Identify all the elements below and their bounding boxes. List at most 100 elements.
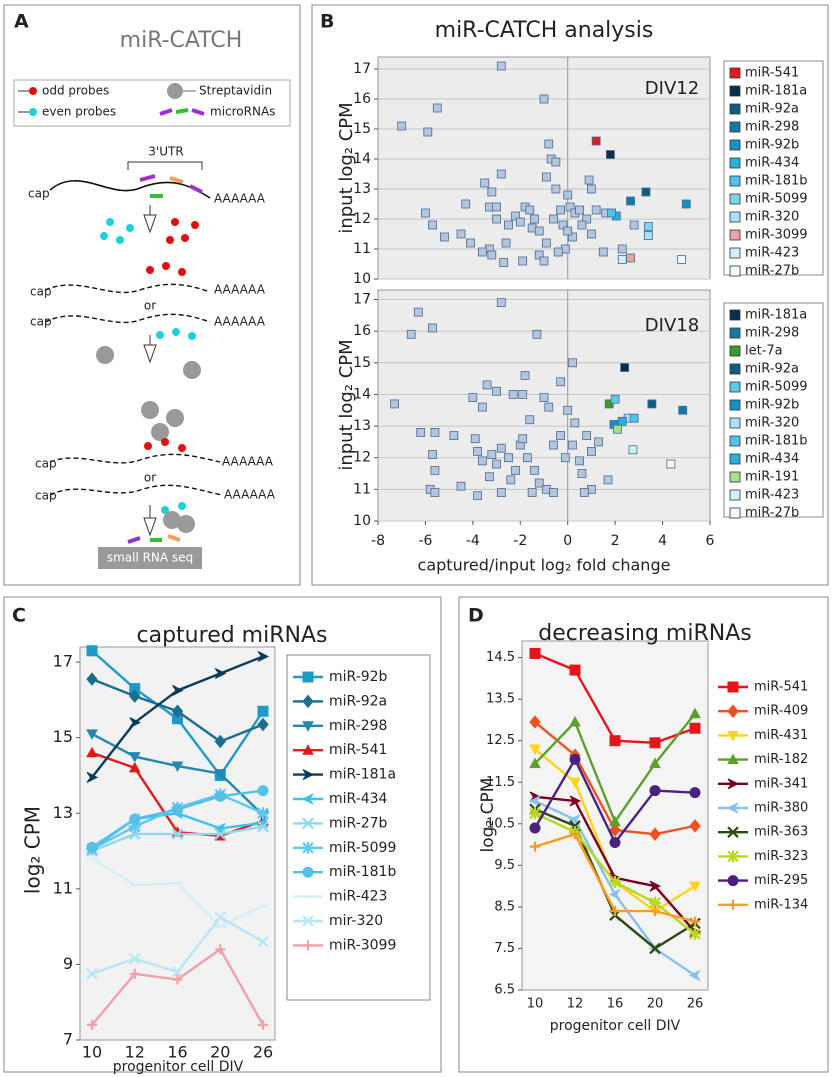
legend-box [723, 60, 824, 276]
marker [649, 880, 662, 892]
x-tick-label: 10 [82, 1043, 102, 1062]
legend-text: microRNAs [210, 105, 275, 119]
panel-label: C [12, 605, 26, 627]
mirna [189, 184, 203, 194]
point [523, 453, 532, 463]
diagram-legend [13, 79, 291, 127]
marker [727, 730, 739, 742]
point [551, 157, 561, 167]
legend-label: miR-92a [745, 362, 799, 377]
marker [172, 685, 184, 696]
point [556, 377, 565, 387]
chart-title: decreasing miRNAs [538, 621, 751, 646]
marker [257, 820, 269, 833]
marker [129, 813, 141, 825]
point [579, 488, 589, 497]
marker [609, 823, 621, 837]
marker [689, 707, 701, 719]
point [496, 488, 506, 497]
marker [128, 761, 141, 773]
y-tick-label: 13.5 [486, 692, 515, 707]
legend-swatch [729, 175, 741, 187]
legend-label: miR-92b [745, 138, 799, 153]
point [647, 399, 657, 409]
x-tick-label: -2 [513, 533, 527, 549]
legend-swatch [729, 67, 741, 79]
marker [688, 970, 701, 981]
marker [649, 827, 661, 841]
y-tick-label: 17 [53, 652, 73, 671]
point [406, 329, 416, 339]
marker [86, 746, 98, 758]
legend-swatch [729, 417, 741, 429]
marker [727, 850, 739, 863]
cap-label: cap [35, 489, 57, 503]
legend-label: miR-181b [329, 864, 396, 880]
point [563, 190, 573, 200]
legend-swatch [729, 309, 741, 321]
legend-label: miR-27b [745, 264, 799, 279]
point [558, 220, 568, 230]
legend-swatch [729, 363, 741, 375]
point [504, 220, 513, 230]
legend-swatch [729, 471, 741, 483]
point [499, 258, 509, 267]
point [461, 199, 471, 209]
point [496, 443, 506, 453]
point [496, 298, 506, 308]
y-tick-label: 11 [353, 481, 371, 497]
legend-swatch [729, 327, 741, 339]
marker [689, 722, 701, 734]
legend-label: miR-3099 [329, 937, 396, 953]
x-tick-label: 4 [658, 533, 667, 549]
y-tick-label: 9.5 [494, 858, 515, 873]
marker [529, 715, 541, 729]
y-tick-label: 6.5 [494, 983, 515, 998]
legend-label: miR-363 [754, 825, 808, 840]
point [641, 187, 651, 197]
y-tick-label: 13 [353, 418, 371, 434]
x-tick-label: 26 [253, 1043, 273, 1062]
legend-label: miR-409 [754, 704, 808, 719]
legend-swatch [729, 193, 741, 205]
marker [689, 819, 701, 833]
x-tick-label: 2 [611, 533, 620, 549]
legend-label: miR-27b [745, 506, 799, 521]
marker [214, 734, 226, 749]
point [544, 402, 554, 412]
y-tick-label: 16 [353, 323, 371, 339]
point [629, 220, 639, 230]
point [518, 390, 528, 399]
marker [171, 704, 184, 719]
legend-label: miR-380 [754, 801, 808, 816]
or-label: or [144, 471, 156, 485]
y-tick-label: 14 [353, 386, 371, 402]
x-tick-label: 26 [687, 997, 704, 1012]
legend-swatch [729, 157, 741, 169]
point [477, 402, 487, 412]
marker [302, 721, 314, 732]
point [551, 184, 561, 194]
legend-swatch [729, 121, 741, 133]
legend-swatch [729, 399, 741, 411]
point [466, 238, 475, 248]
legend-label: miR-182 [754, 752, 808, 767]
point [643, 222, 653, 231]
point [473, 491, 483, 501]
legend-label: miR-431 [754, 728, 808, 743]
point [534, 226, 544, 236]
point [681, 199, 691, 209]
point [584, 175, 594, 185]
marker [215, 944, 226, 955]
marker [727, 875, 739, 887]
marker [529, 744, 541, 756]
marker [529, 757, 541, 769]
point [430, 427, 440, 437]
legend-label: miR-423 [329, 889, 387, 905]
marker [214, 668, 227, 679]
point [530, 465, 539, 475]
point [587, 229, 596, 239]
marker [529, 647, 541, 659]
legend-label: miR-181a [745, 84, 807, 99]
y-tick-label: 11 [353, 241, 371, 257]
